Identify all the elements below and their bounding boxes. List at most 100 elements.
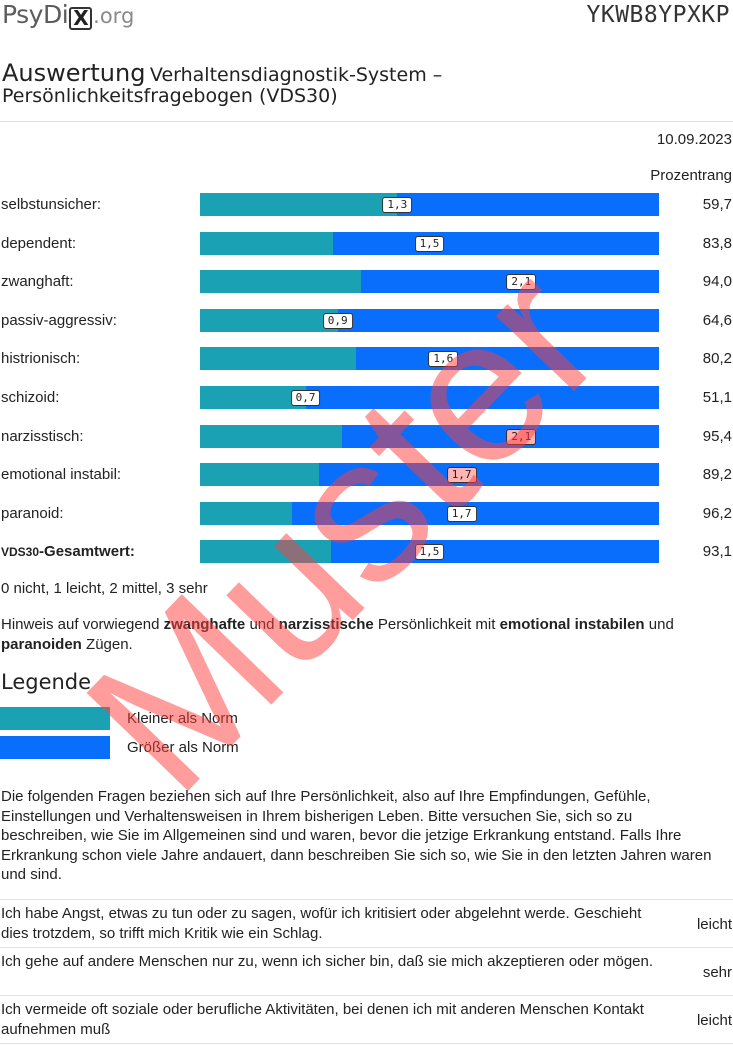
scale-score-badge: 1,5 xyxy=(414,544,445,560)
hint-text: und xyxy=(644,616,674,633)
scale-label-text: narzisstisch: xyxy=(1,428,84,445)
legend-item-above: Größer als Norm xyxy=(0,736,400,760)
scale-label-text: -Gesamtwert: xyxy=(39,543,135,560)
report-date: 10.09.2023 xyxy=(656,131,732,148)
scale-bar: 1,5 xyxy=(200,232,659,255)
divider xyxy=(0,1043,733,1044)
scale-row: paranoid: 1,7 96,2 xyxy=(0,502,733,526)
legend-swatch-below xyxy=(0,707,110,730)
scale-bar-norm-fill xyxy=(200,425,343,448)
scale-percentile: 83,8 xyxy=(702,235,732,252)
scale-label: histrionisch: xyxy=(1,350,80,367)
logo-x-icon: X xyxy=(69,7,93,30)
scale-row: passiv-aggressiv: 0,9 64,6 xyxy=(0,309,733,333)
scale-bar-norm-fill xyxy=(200,193,398,216)
result-code: YKWB8YPXKP xyxy=(586,2,730,28)
question-text: Ich habe Angst, etwas zu tun oder zu sag… xyxy=(1,905,642,942)
scale-label-text: selbstunsicher: xyxy=(1,196,102,213)
scale-label-text: passiv-aggressiv: xyxy=(1,312,117,329)
scale-row: histrionisch: 1,6 80,2 xyxy=(0,347,733,371)
scale-label: schizoid: xyxy=(1,389,59,406)
scale-label: narzisstisch: xyxy=(1,428,84,445)
title-rest: Verhaltensdiagnostik-System – xyxy=(149,64,443,86)
legend-label-below: Kleiner als Norm xyxy=(127,710,238,727)
scale-bar: 2,1 xyxy=(200,425,659,448)
hint-highlight: zwanghafte xyxy=(163,616,246,633)
hint-highlight: narzisstische xyxy=(278,616,374,633)
scale-percentile: 93,1 xyxy=(702,543,732,560)
scale-label-abbrev: VDS30 xyxy=(1,545,40,559)
hint-text: Persönlichkeit mit xyxy=(373,616,500,633)
question-answer: leicht xyxy=(696,916,732,933)
scale-bar-norm-fill xyxy=(200,502,292,525)
logo-text: PsyDi xyxy=(2,0,69,29)
scale-bar: 2,1 xyxy=(200,270,659,293)
scale-bar-norm-fill xyxy=(200,232,334,255)
scale-score-badge: 2,1 xyxy=(506,429,537,445)
scale-row: schizoid: 0,7 51,1 xyxy=(0,386,733,410)
scale-bar-norm-fill xyxy=(200,309,338,332)
title-main: Auswertung xyxy=(2,59,146,87)
hint-text: Hinweis auf vorwiegend xyxy=(1,616,164,633)
scale-row: emotional instabil: 1,7 89,2 xyxy=(0,463,733,487)
logo-tld: .org xyxy=(93,4,135,28)
scale-label-text: histrionisch: xyxy=(1,350,81,367)
divider xyxy=(0,995,733,996)
scale-label-text: schizoid: xyxy=(1,389,60,406)
scale-bar: 0,9 xyxy=(200,309,659,332)
scale-label: paranoid: xyxy=(1,505,64,522)
scale-percentile: 80,2 xyxy=(702,350,732,367)
hint-text: und xyxy=(245,616,279,633)
scale-label: emotional instabil: xyxy=(1,466,121,483)
scale-percentile: 89,2 xyxy=(702,466,732,483)
scale-bar: 1,3 xyxy=(200,193,659,216)
page-header: PsyDi X .org YKWB8YPXKP xyxy=(0,0,733,40)
legend-title: Legende xyxy=(1,670,92,694)
question-answer: sehr xyxy=(702,964,732,981)
scale-percentile: 59,7 xyxy=(702,196,732,213)
scale-bar: 1,6 xyxy=(200,347,659,370)
questionnaire-intro: Die folgenden Fragen beziehen sich auf I… xyxy=(1,788,712,883)
scale-percentile: 96,2 xyxy=(702,505,732,522)
scale-percentile: 95,4 xyxy=(702,428,732,445)
scale-bar-norm-fill xyxy=(200,540,332,563)
scale-row: zwanghaft: 2,1 94,0 xyxy=(0,270,733,294)
scale-legend-note: 0 nicht, 1 leicht, 2 mittel, 3 sehr xyxy=(1,580,208,597)
scale-label: VDS30-Gesamtwert: xyxy=(1,543,135,560)
percentile-header: Prozentrang xyxy=(650,167,732,184)
scale-row: narzisstisch: 2,1 95,4 xyxy=(0,425,733,449)
legend-item-below: Kleiner als Norm xyxy=(0,707,400,731)
scale-percentile: 64,6 xyxy=(702,312,732,329)
scale-bar: 1,7 xyxy=(200,463,659,486)
question-text: Ich gehe auf andere Menschen nur zu, wen… xyxy=(1,953,654,970)
scale-percentile: 51,1 xyxy=(702,389,732,406)
scale-bar: 0,7 xyxy=(200,386,659,409)
scale-label-text: emotional instabil: xyxy=(1,466,122,483)
scale-bar-norm-fill xyxy=(200,347,357,370)
scale-row: selbstunsicher: 1,3 59,7 xyxy=(0,193,733,217)
scale-label-text: zwanghaft: xyxy=(1,273,74,290)
scale-label: selbstunsicher: xyxy=(1,196,101,213)
title-line2: Persönlichkeitsfragebogen (VDS30) xyxy=(2,85,338,107)
scale-label-text: dependent: xyxy=(1,235,77,252)
scale-score-badge: 0,7 xyxy=(290,390,321,406)
question-text: Ich vermeide oft soziale oder berufliche… xyxy=(1,1001,644,1038)
scale-row: dependent: 1,5 83,8 xyxy=(0,232,733,256)
scale-score-badge: 1,3 xyxy=(382,197,413,213)
scale-bar-norm-fill xyxy=(200,386,306,409)
legend-label-above: Größer als Norm xyxy=(127,739,239,756)
scale-label: passiv-aggressiv: xyxy=(1,312,117,329)
scale-score-badge: 1,7 xyxy=(446,506,477,522)
question-row: Ich vermeide oft soziale oder berufliche… xyxy=(0,995,733,1043)
scale-bar-norm-fill xyxy=(200,463,320,486)
divider xyxy=(0,121,733,122)
hint-text: Zügen. xyxy=(81,636,133,653)
psydix-logo[interactable]: PsyDi X .org xyxy=(2,0,135,30)
scale-label-text: paranoid: xyxy=(1,505,64,522)
scale-score-badge: 1,5 xyxy=(414,236,445,252)
question-answer: leicht xyxy=(696,1012,732,1029)
legend-swatch-above xyxy=(0,736,110,759)
scale-bar: 1,7 xyxy=(200,502,659,525)
scale-score-badge: 1,6 xyxy=(428,351,459,367)
hint-highlight: paranoiden xyxy=(1,636,82,653)
